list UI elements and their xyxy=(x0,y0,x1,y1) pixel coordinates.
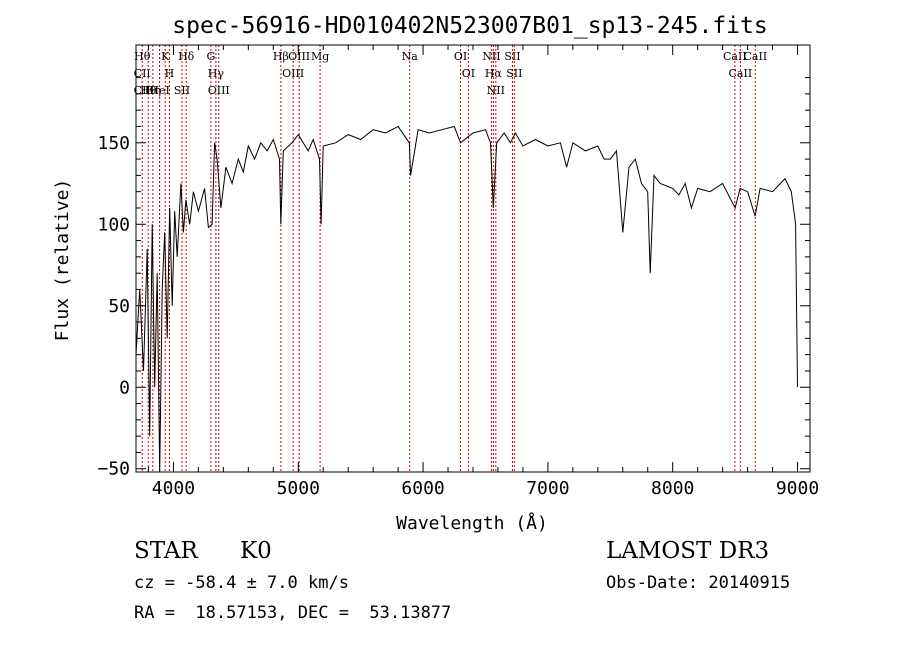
line-marker-label: Na xyxy=(402,50,419,63)
x-tick-label: 4000 xyxy=(152,478,195,499)
x-tick-label: 7000 xyxy=(526,478,569,499)
line-marker-label: Hγ xyxy=(208,67,225,80)
line-marker-label: Hθ xyxy=(134,50,151,63)
observation-date: Obs-Date: 20140915 xyxy=(606,573,791,593)
y-tick-label: −50 xyxy=(97,459,130,480)
line-marker-label: Hη xyxy=(145,84,161,97)
line-marker-label: G xyxy=(206,50,215,63)
y-tick-label: 150 xyxy=(97,133,130,154)
line-marker-label: CaII xyxy=(729,67,753,80)
axis-layer: 4000 5000 6000 7000 8000 9000 −50 0 50 100 150 xyxy=(97,45,819,499)
line-marker-label: Hβ xyxy=(273,50,289,63)
x-tick-label: 9000 xyxy=(776,478,819,499)
x-tick-label: 6000 xyxy=(401,478,444,499)
line-marker-label: NII xyxy=(482,50,500,63)
line-marker-label: SII xyxy=(504,50,520,63)
line-marker-label: OI xyxy=(462,67,475,80)
line-marker-label: OI xyxy=(454,50,467,63)
y-tick-label: 50 xyxy=(108,296,130,317)
survey-name: LAMOST DR3 xyxy=(606,538,770,564)
line-marker-label: OIII xyxy=(288,50,310,63)
line-marker-label: OIII xyxy=(208,84,230,97)
line-marker-label: SII xyxy=(506,67,522,80)
line-marker-label: NII xyxy=(487,84,505,97)
line-marker-label: K xyxy=(161,50,170,63)
object-class: STAR xyxy=(134,538,198,564)
line-marker-label: Hα xyxy=(485,67,503,80)
line-marker-label: HeI xyxy=(149,84,169,97)
line-marker-label: Hδ xyxy=(178,50,195,63)
x-axis-label: Wavelength (Å) xyxy=(396,512,548,534)
line-marker-label: CaII xyxy=(743,50,767,63)
line-marker-label: OIII xyxy=(282,67,304,80)
line-marker-label: H xyxy=(165,67,175,80)
line-marker-label: SII xyxy=(174,84,190,97)
plot-frame xyxy=(135,44,811,473)
y-tick-label: 0 xyxy=(119,377,130,398)
x-tick-label: 5000 xyxy=(277,478,320,499)
y-tick-label: 100 xyxy=(97,214,130,235)
chart-title: spec-56916-HD010402N523007B01_sp13-245.f… xyxy=(172,13,767,39)
spectrum-line xyxy=(135,125,798,473)
line-marker-label: Mg xyxy=(311,50,329,63)
ra-dec-coordinates: RA = 18.57153, DEC = 53.13877 xyxy=(134,603,452,623)
redshift-velocity: cz = -58.4 ± 7.0 km/s xyxy=(134,573,349,593)
line-marker-label: CII xyxy=(134,67,151,80)
y-axis-label: Flux (relative) xyxy=(52,179,73,342)
object-subclass: K0 xyxy=(240,538,272,564)
x-tick-label: 8000 xyxy=(651,478,694,499)
